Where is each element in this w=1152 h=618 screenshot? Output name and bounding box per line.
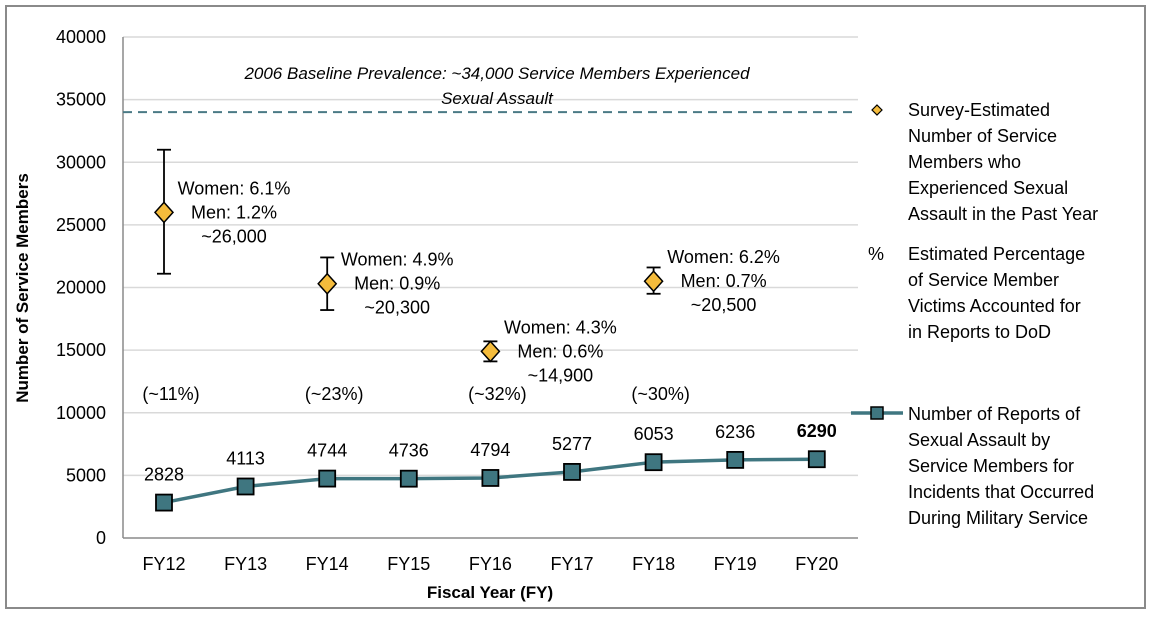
reports-marker [807,450,826,469]
reports-data-label: 6236 [715,422,755,442]
survey-diamond-marker [153,201,175,224]
baseline-group: 2006 Baseline Prevalence: ~34,000 Servic… [123,64,858,114]
x-tick-label: FY15 [387,554,430,574]
legend-text-line: Sexual Assault by [908,430,1050,450]
y-tick-label: 5000 [66,465,106,485]
x-tick-label: FY16 [469,554,512,574]
y-tick-label: 35000 [56,90,106,110]
survey-label-approx: ~20,500 [691,295,757,315]
legend-square-icon [870,406,884,420]
survey-label-approx: ~26,000 [201,226,267,246]
reports-series: 2828 4113 4744 4736 4794 5277 6053 6236 6290 [144,421,837,512]
y-axis-title: Number of Service Members [13,173,32,403]
survey-label-women: Women: 6.1% [178,178,291,198]
x-tick-label: FY14 [306,554,349,574]
y-tick-label: 10000 [56,403,106,423]
reports-marker [726,450,745,469]
y-tick-labels: 0 5000 10000 15000 20000 25000 30000 35000 40000 [56,27,106,548]
legend-text-line: Assault in the Past Year [908,204,1098,224]
survey-label-men: Men: 1.2% [191,202,277,222]
survey-label-men: Men: 0.9% [354,274,440,294]
survey-label-women: Women: 4.9% [341,250,454,270]
y-tick-label: 20000 [56,278,106,298]
survey-diamond-marker [480,340,501,363]
gridlines [123,36,858,477]
y-tick-label: 0 [96,528,106,548]
axes [122,37,858,539]
y-tick-label: 25000 [56,215,106,235]
percentage-label: (~11%) [142,384,199,404]
y-tick-label: 15000 [56,340,106,360]
legend: Survey-Estimated Number of Service Members… [851,100,1098,528]
reports-marker [644,453,663,472]
percentage-label: (~32%) [468,384,527,404]
reports-data-label: 2828 [144,465,184,485]
x-tick-label: FY20 [795,554,838,574]
survey-label-approx: ~14,900 [528,365,594,385]
x-tick-labels: FY12 FY13 FY14 FY15 FY16 FY17 FY18 FY19 FY20 [142,554,838,574]
legend-text-line: Experienced Sexual [908,178,1068,198]
legend-text-line: Victims Accounted for [908,296,1081,316]
legend-text-line: Incidents that Occurred [908,482,1094,502]
survey-label-men: Men: 0.6% [517,341,603,361]
survey-label-approx: ~20,300 [364,298,430,318]
x-tick-label: FY17 [550,554,593,574]
reports-data-label: 4744 [307,441,347,461]
percentage-label: (~30%) [631,384,690,404]
survey-label-women: Women: 4.3% [504,317,617,337]
legend-text-line: During Military Service [908,508,1088,528]
y-tick-label: 30000 [56,152,106,172]
reports-data-label: 6290 [797,421,837,441]
percentage-label: (~23%) [305,384,364,404]
x-tick-label: FY12 [142,554,185,574]
reports-marker [236,477,255,496]
legend-percent-icon: % [868,244,884,264]
legend-text-line: Number of Service [908,126,1057,146]
reports-marker [155,493,173,512]
survey-diamond-marker [317,272,338,295]
reports-marker [481,469,500,487]
reports-marker [318,469,337,488]
reports-data-label: 4794 [470,440,510,460]
x-axis-title: Fiscal Year (FY) [427,583,553,602]
chart-frame [5,5,1146,609]
reports-data-label: 4736 [389,441,429,461]
reports-marker [399,469,418,488]
legend-text-line: Number of Reports of [908,404,1081,424]
x-tick-label: FY19 [714,554,757,574]
y-tick-label: 40000 [56,27,106,47]
reports-data-label: 6053 [634,424,674,444]
legend-text-line: in Reports to DoD [908,322,1051,342]
survey-label-women: Women: 6.2% [667,247,780,267]
legend-text-line: Service Members for [908,456,1074,476]
legend-text-line: Survey-Estimated [908,100,1050,120]
reports-data-label: 4113 [226,448,265,468]
x-tick-label: FY13 [224,554,267,574]
survey-diamond-marker [643,270,664,293]
legend-text-line: of Service Member [908,270,1059,290]
survey-label-men: Men: 0.7% [681,271,767,291]
baseline-label-line2: Sexual Assault [441,89,554,108]
legend-diamond-icon [871,104,883,116]
survey-series: Women: 6.1% Men: 1.2% ~26,000 (~11%) Women: … [142,148,780,404]
legend-text-line: Estimated Percentage [908,244,1085,264]
reports-marker [563,463,581,481]
legend-text-line: Members who [908,152,1021,172]
x-tick-label: FY18 [632,554,675,574]
baseline-label-line1: 2006 Baseline Prevalence: ~34,000 Servic… [243,64,750,83]
reports-data-label: 5277 [552,434,592,454]
